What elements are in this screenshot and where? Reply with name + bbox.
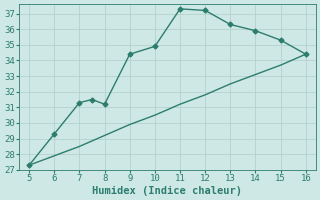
X-axis label: Humidex (Indice chaleur): Humidex (Indice chaleur) bbox=[92, 186, 243, 196]
